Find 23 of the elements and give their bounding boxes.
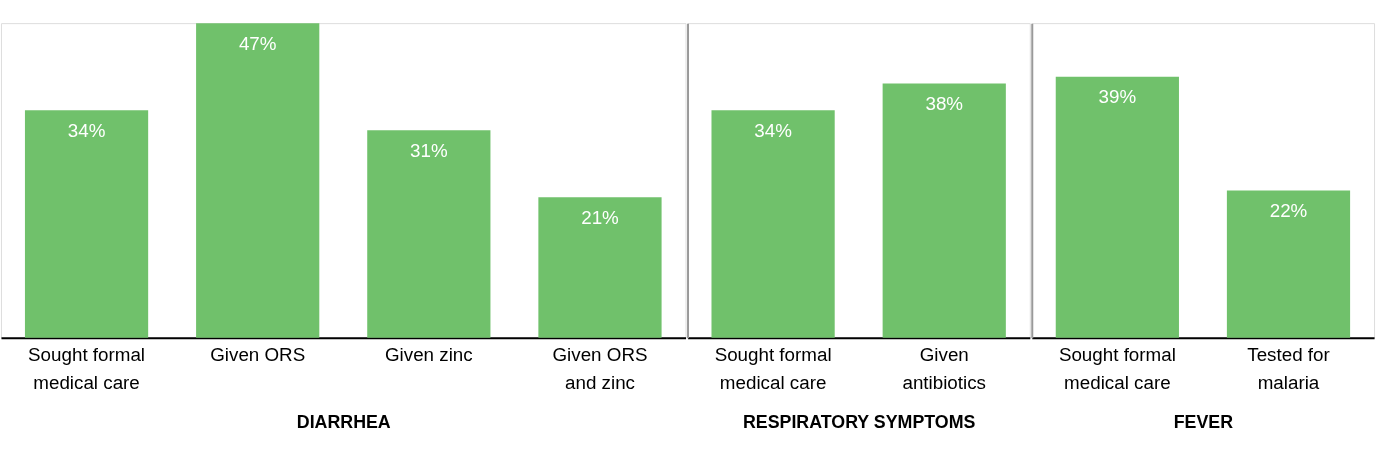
x-tick-label: Given antibiotics bbox=[902, 343, 986, 393]
x-axis-title: RESPIRATORY SYMPTOMS bbox=[742, 412, 976, 433]
data-label: 21% bbox=[581, 206, 620, 228]
data-label: 34% bbox=[754, 119, 793, 141]
x-tick-label: Given ORS and zinc bbox=[552, 343, 648, 393]
data-label: 31% bbox=[410, 139, 448, 161]
bar bbox=[24, 110, 149, 338]
bar bbox=[367, 130, 491, 338]
x-axis-title: DIARRHEA bbox=[296, 412, 391, 433]
x-axis-title: FEVER bbox=[1173, 412, 1234, 433]
x-tick-label: Given zinc bbox=[384, 343, 473, 365]
x-tick-label: Sought formal medical care bbox=[1058, 343, 1176, 393]
x-tick-label: Tested for malaria bbox=[1247, 343, 1330, 393]
data-label: 39% bbox=[1098, 86, 1137, 108]
x-tick-label: Sought formal medical care bbox=[28, 343, 146, 393]
x-tick-label: Given ORS bbox=[210, 343, 306, 365]
data-label: 38% bbox=[925, 93, 964, 115]
data-label: 22% bbox=[1269, 200, 1308, 222]
bar bbox=[538, 197, 662, 338]
x-tick-label: Sought formal medical care bbox=[714, 343, 832, 393]
data-label: 34% bbox=[67, 119, 106, 141]
bar bbox=[196, 23, 320, 338]
data-label: 47% bbox=[238, 32, 277, 54]
